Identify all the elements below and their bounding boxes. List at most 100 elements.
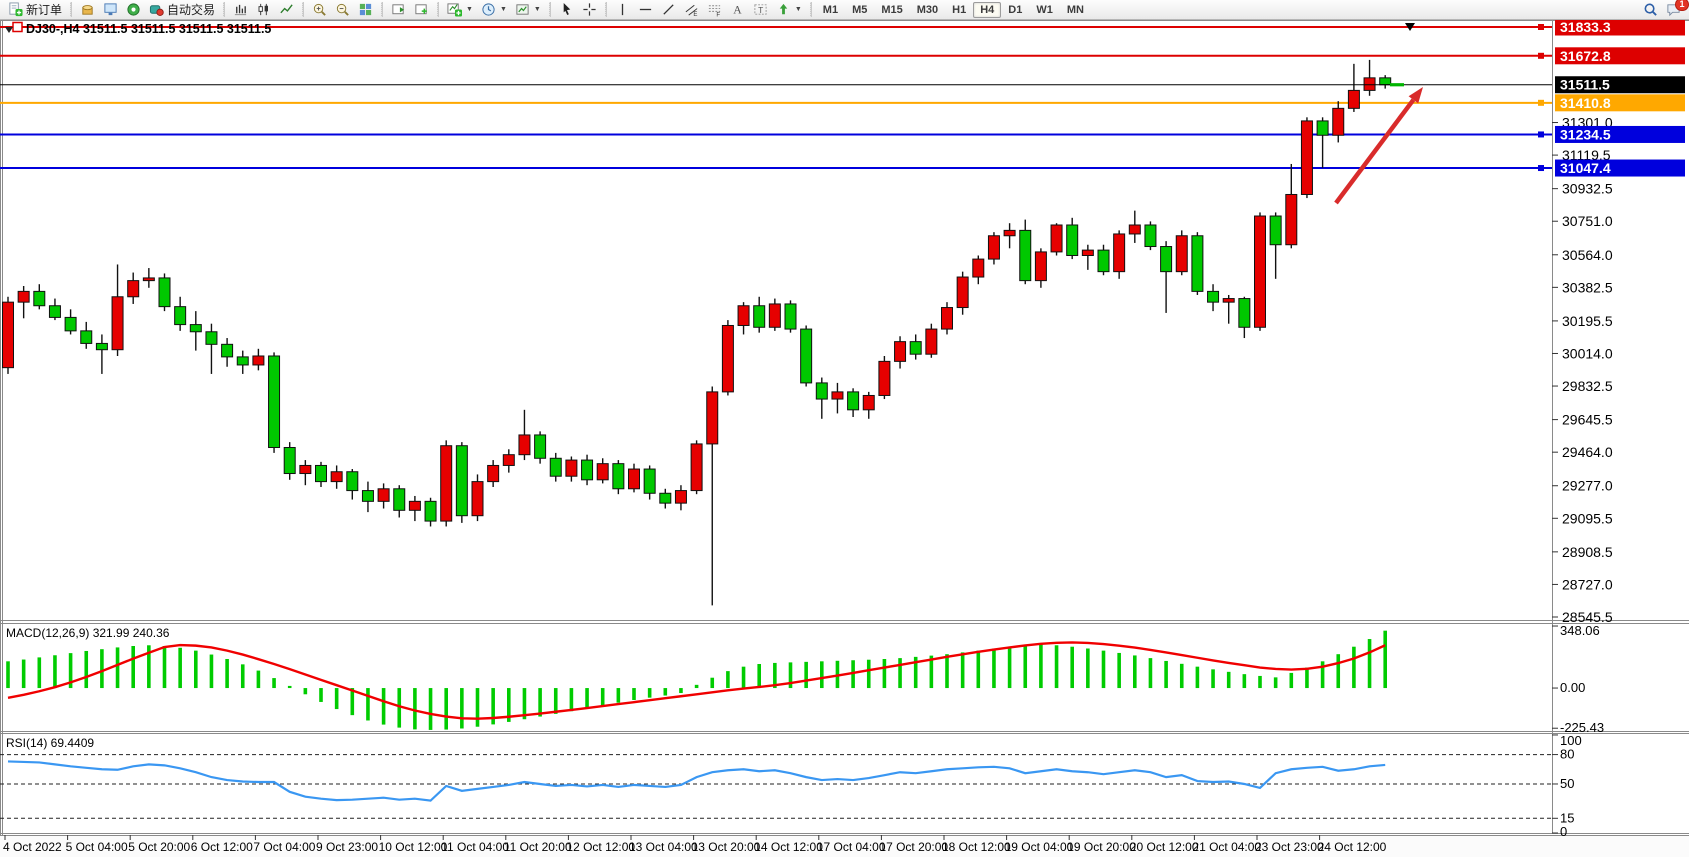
- time-label: 11 Oct 04:00: [441, 840, 509, 854]
- svg-text:30195.5: 30195.5: [1562, 313, 1613, 329]
- timeframe-m15[interactable]: M15: [874, 2, 909, 18]
- svg-text:100: 100: [1560, 733, 1582, 748]
- svg-text:80: 80: [1560, 747, 1574, 762]
- candle-body: [815, 382, 828, 400]
- chart-title: DJ30-,H4 31511.5 31511.5 31511.5 31511.5: [26, 22, 271, 36]
- indicators-button[interactable]: ▼: [443, 0, 477, 19]
- timeframe-h4[interactable]: H4: [973, 1, 1002, 18]
- svg-text:0.00: 0.00: [1560, 680, 1585, 695]
- line-handle[interactable]: [1538, 131, 1544, 138]
- timeframe-w1[interactable]: W1: [1029, 2, 1060, 18]
- horizontal-lines[interactable]: [0, 21, 1552, 172]
- bar-chart-button[interactable]: [229, 0, 252, 19]
- chevron-down-icon: ▼: [533, 6, 541, 13]
- candlestick-button[interactable]: [252, 0, 275, 19]
- candle-body: [1347, 89, 1360, 109]
- current-bar-marker: [1390, 83, 1404, 87]
- candle-body: [1191, 235, 1204, 292]
- timeframe-m30[interactable]: M30: [910, 2, 945, 18]
- templates-button[interactable]: ▼: [511, 0, 545, 19]
- svg-text:31410.8: 31410.8: [1560, 95, 1611, 111]
- timeframe-d1[interactable]: D1: [1001, 2, 1029, 18]
- candle-body: [142, 277, 155, 282]
- fibonacci-button[interactable]: F: [703, 0, 726, 19]
- channel-button[interactable]: E: [680, 0, 703, 19]
- toolbar-group: 自动交易: [76, 0, 219, 20]
- timeframe-mn[interactable]: MN: [1060, 2, 1091, 18]
- trend-arrow[interactable]: [1334, 87, 1423, 205]
- text-button[interactable]: A: [726, 0, 749, 19]
- rsi-line: [7, 760, 1386, 802]
- periods-button[interactable]: ▼: [477, 0, 511, 19]
- candle-body: [690, 443, 703, 492]
- hline-button[interactable]: [634, 0, 657, 19]
- text-label-button[interactable]: T: [749, 0, 772, 19]
- svg-text:E: E: [693, 11, 697, 17]
- timeframe-m5[interactable]: M5: [845, 2, 874, 18]
- candle-body: [1254, 215, 1266, 328]
- candle-body: [64, 316, 77, 332]
- candle-body: [268, 355, 281, 449]
- candle-body: [581, 459, 594, 481]
- svg-text:31047.4: 31047.4: [1560, 160, 1611, 176]
- svg-text:31511.5: 31511.5: [1560, 77, 1610, 93]
- candle-body: [1066, 224, 1079, 256]
- trendline-icon: [663, 4, 674, 15]
- timeframe-m15-label: M15: [881, 3, 903, 16]
- macd-signal-line: [7, 641, 1386, 720]
- new-order-button[interactable]: 新订单: [4, 0, 66, 20]
- cursor-icon: [563, 2, 571, 15]
- chart-shift-button[interactable]: [387, 0, 410, 19]
- arrows-button[interactable]: ▼: [772, 0, 806, 19]
- timeframe-m1[interactable]: M1: [816, 2, 845, 18]
- candle-body: [1207, 290, 1220, 303]
- candle-body: [1175, 235, 1188, 273]
- navigator-button[interactable]: [122, 0, 145, 19]
- zoom-out-button[interactable]: [331, 0, 354, 19]
- new-chart-button[interactable]: [410, 0, 433, 19]
- candle-body: [111, 296, 124, 351]
- cursor-button[interactable]: [555, 0, 578, 19]
- new-order-button-label: 新订单: [26, 3, 63, 17]
- candle-body: [1081, 249, 1094, 256]
- line-chart-icon: [280, 4, 293, 14]
- candle-body: [643, 468, 656, 494]
- candle-body: [471, 481, 484, 517]
- candle-body: [393, 488, 406, 511]
- search-button[interactable]: [1639, 0, 1662, 19]
- svg-text:A: A: [733, 4, 742, 17]
- line-handle-left[interactable]: [12, 21, 23, 33]
- market-watch-button[interactable]: [99, 0, 122, 19]
- line-chart-button[interactable]: [275, 0, 298, 19]
- candle-body: [1238, 298, 1251, 328]
- line-handle[interactable]: [1538, 52, 1544, 59]
- chart-menu-icon[interactable]: [5, 27, 13, 33]
- tile-windows-button[interactable]: [354, 0, 377, 19]
- autotrade-button[interactable]: 自动交易: [145, 0, 219, 20]
- line-handle[interactable]: [1538, 165, 1544, 172]
- candle-body: [737, 305, 750, 326]
- main-price-chart[interactable]: DJ30-,H4 31511.5 31511.5 31511.5 31511.5: [0, 21, 1552, 606]
- styler-button[interactable]: [76, 0, 99, 19]
- candle-body: [1285, 193, 1298, 246]
- trendline-button[interactable]: [657, 0, 680, 19]
- zoom-in-button[interactable]: [308, 0, 331, 19]
- macd-panel[interactable]: MACD(12,26,9) 321.99 240.36 348.06 0.00 -22…: [6, 623, 1604, 735]
- time-label: 19 Oct 04:00: [1005, 840, 1074, 854]
- line-handle[interactable]: [1538, 24, 1544, 30]
- crosshair-button[interactable]: [578, 0, 601, 19]
- timeframe-h1[interactable]: H1: [945, 2, 973, 18]
- channel-icon: E: [685, 4, 697, 17]
- notifications-button[interactable]: 1: [1662, 0, 1689, 19]
- candle-body: [252, 355, 265, 366]
- candles: [2, 59, 1392, 606]
- toolbar-group: 新订单: [4, 0, 66, 20]
- candle-body: [1379, 77, 1392, 86]
- candle-body: [1363, 77, 1376, 91]
- candlestick-icon: [258, 3, 269, 16]
- chevron-down-icon: ▼: [499, 6, 507, 13]
- vline-button[interactable]: [611, 0, 634, 19]
- line-handle[interactable]: [1538, 99, 1544, 106]
